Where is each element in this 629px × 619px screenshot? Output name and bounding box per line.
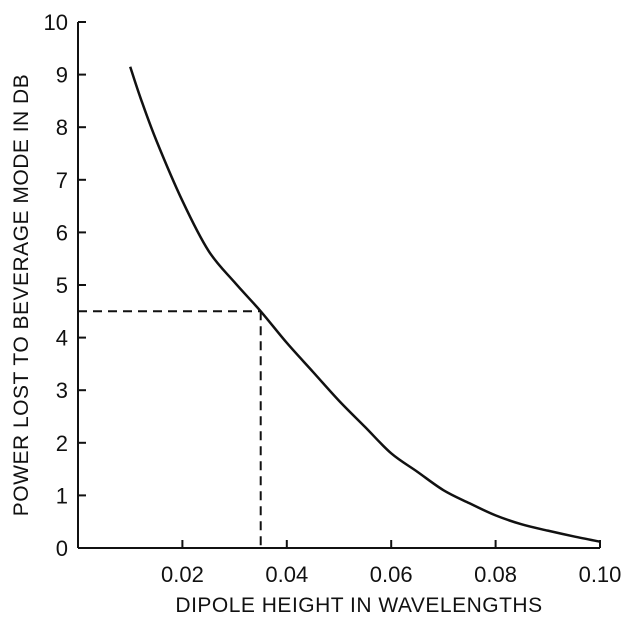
y-tick-label: 4	[56, 326, 68, 351]
x-tick-label: 0.08	[474, 562, 517, 587]
y-tick-label: 2	[56, 431, 68, 456]
x-axis-title: DIPOLE HEIGHT IN WAVELENGTHS	[175, 594, 542, 617]
x-tick-label: 0.06	[370, 562, 413, 587]
series-line	[129, 66, 601, 543]
y-tick-label: 7	[56, 168, 68, 193]
y-tick-label: 1	[56, 483, 68, 508]
y-tick-label: 9	[56, 63, 68, 88]
y-tick-label: 0	[56, 536, 68, 561]
y-tick-label: 3	[56, 378, 68, 403]
axes	[77, 22, 600, 549]
y-tick-label: 5	[56, 273, 68, 298]
y-tick-label: 10	[44, 10, 68, 35]
x-tick-label: 0.04	[265, 562, 308, 587]
series-group	[129, 66, 601, 543]
y-ticks: 0 1 2 3 4 5 6 7 8 9 10	[44, 10, 86, 561]
y-axis-title: POWER LOST TO BEVERAGE MODE IN DB	[10, 74, 33, 516]
reference-guides	[78, 310, 262, 548]
y-tick-label: 6	[56, 220, 68, 245]
x-tick-label: 0.02	[161, 562, 204, 587]
x-tick-label: 0.10	[579, 562, 622, 587]
x-ticks: 0.02 0.04 0.06 0.08 0.10	[161, 540, 621, 587]
y-tick-label: 8	[56, 115, 68, 140]
